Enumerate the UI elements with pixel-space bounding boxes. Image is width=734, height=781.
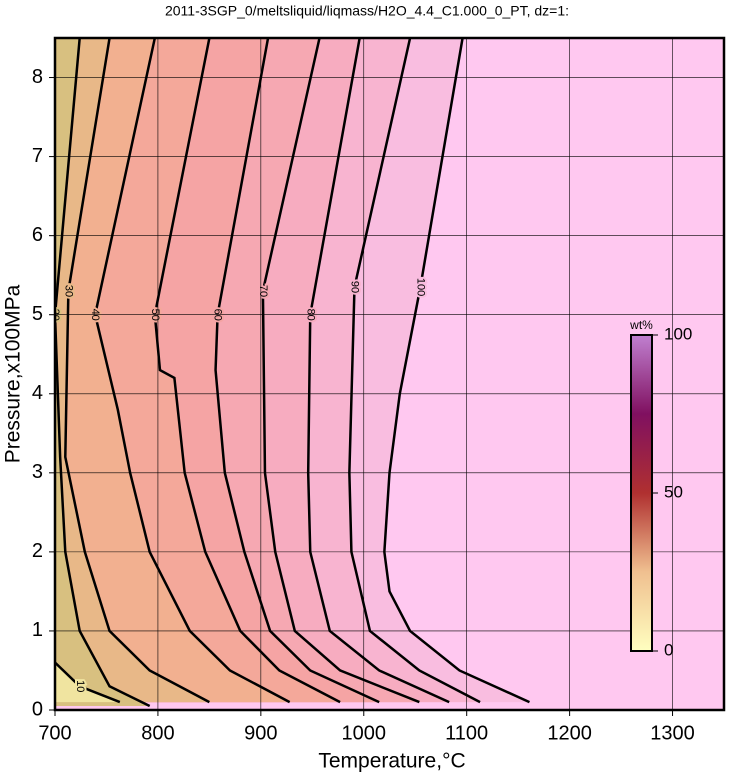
x-tick-label: 1200: [547, 722, 592, 744]
y-tick-label: 4: [32, 382, 43, 404]
chart-title: 2011-3SGP_0/meltsliquid/liqmass/H2O_4.4_…: [165, 3, 569, 19]
x-tick-label: 900: [244, 722, 277, 744]
y-tick-label: 1: [32, 619, 43, 641]
y-tick-label: 6: [32, 224, 43, 246]
x-tick-label: 1300: [650, 722, 695, 744]
contour-label: 70: [257, 285, 269, 297]
x-tick-label: 1100: [445, 722, 488, 744]
colorbar: [630, 334, 653, 652]
y-tick-label: 7: [32, 145, 43, 167]
contour-line: [93, 38, 291, 704]
contour-label: 10: [74, 680, 86, 692]
contour-label: 90: [349, 281, 361, 293]
contour-line: [214, 38, 380, 704]
x-axis-label: Temperature,°C: [318, 750, 465, 773]
contour-label: 100: [414, 278, 426, 296]
x-tick-label: 700: [38, 722, 71, 744]
colorbar-tick-label: 0: [664, 640, 673, 659]
colorbar-tick-label: 50: [664, 482, 683, 501]
plot-area: 100908070605040302010: [55, 38, 724, 710]
contour-fill: [55, 38, 290, 703]
y-tick-label: 0: [32, 698, 43, 720]
y-tick-label: 8: [32, 66, 43, 88]
colorbar-tick-label: 100: [664, 324, 692, 343]
colorbar-label: wt%: [629, 318, 653, 332]
y-tick-label: 3: [32, 461, 43, 483]
x-tick-label: 1000: [342, 722, 387, 744]
plot-frame: [53, 36, 726, 712]
y-axis-label: Pressure,x100MPa: [2, 284, 25, 463]
contour-label: 30: [62, 285, 74, 297]
contour-line: [55, 661, 121, 704]
y-tick-label: 2: [32, 540, 43, 562]
contour-fill: [55, 38, 150, 707]
y-tick-label: 5: [32, 303, 43, 325]
x-tick-label: 800: [141, 722, 174, 744]
